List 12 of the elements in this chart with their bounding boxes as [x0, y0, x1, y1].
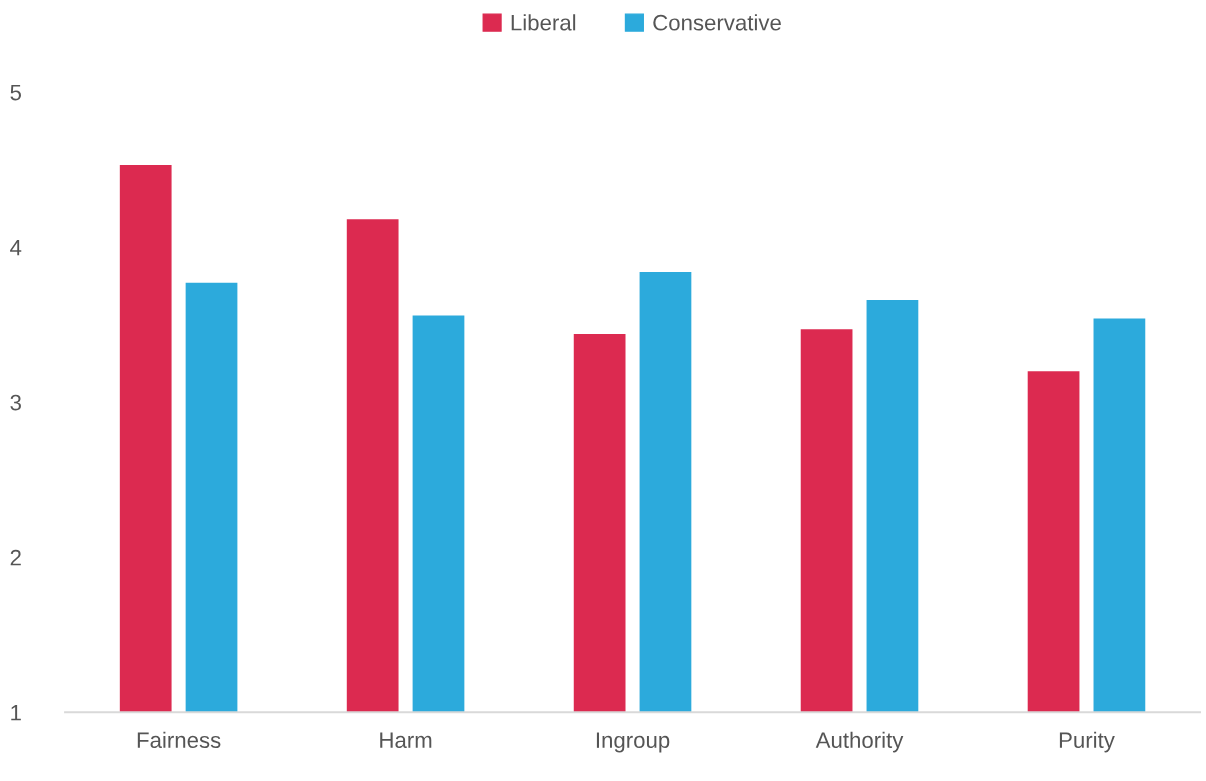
y-tick-label: 1: [11, 705, 21, 721]
x-tick-label: Purity: [1059, 731, 1115, 753]
x-tick-label: Harm: [380, 732, 432, 749]
x-tick-label: Authority: [815, 731, 904, 753]
legend-label: Liberal: [511, 14, 576, 31]
y-tick-label: 2: [10, 549, 21, 566]
y-tick-label: 3: [10, 394, 21, 411]
y-tick-label: 4: [10, 239, 22, 256]
x-tick-label: Fairness: [137, 731, 221, 749]
x-tick-label: Ingroup: [596, 732, 670, 753]
legend-label: Conservative: [653, 14, 781, 31]
y-tick-label: 5: [10, 84, 21, 101]
